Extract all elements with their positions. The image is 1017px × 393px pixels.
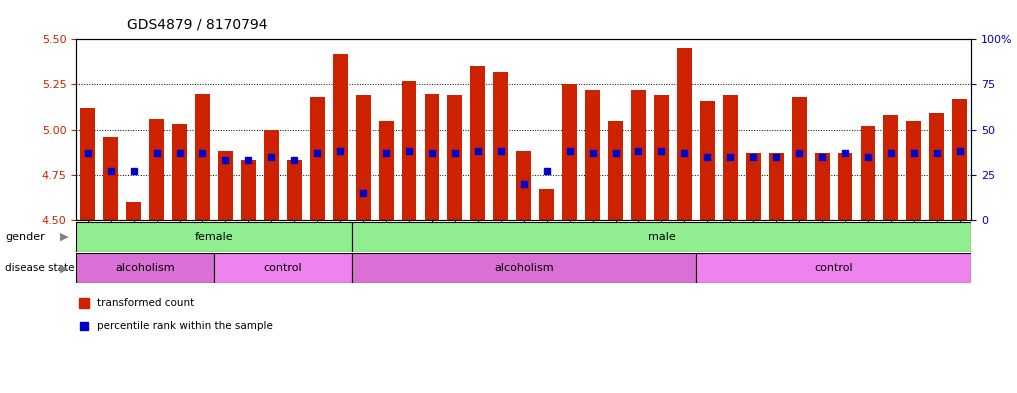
Bar bbox=[471, 66, 485, 220]
Bar bbox=[631, 90, 646, 220]
Bar bbox=[791, 97, 806, 220]
Text: female: female bbox=[194, 232, 233, 242]
Bar bbox=[218, 151, 233, 220]
Bar bbox=[517, 151, 531, 220]
Bar bbox=[608, 121, 623, 220]
Text: alcoholism: alcoholism bbox=[115, 263, 175, 273]
Bar bbox=[214, 253, 352, 283]
Bar bbox=[677, 48, 692, 220]
Text: disease state: disease state bbox=[5, 263, 74, 273]
Text: control: control bbox=[263, 263, 302, 273]
Bar bbox=[126, 202, 141, 220]
Bar bbox=[352, 222, 971, 252]
Bar bbox=[952, 99, 967, 220]
Bar bbox=[76, 222, 352, 252]
Bar bbox=[585, 90, 600, 220]
Text: male: male bbox=[648, 232, 675, 242]
Bar bbox=[723, 95, 737, 220]
Bar bbox=[906, 121, 921, 220]
Text: gender: gender bbox=[5, 232, 45, 242]
Text: ▶: ▶ bbox=[60, 263, 68, 273]
Text: ▶: ▶ bbox=[60, 232, 68, 242]
Bar bbox=[700, 101, 715, 220]
Bar bbox=[104, 137, 118, 220]
Bar bbox=[378, 121, 394, 220]
Bar bbox=[493, 72, 508, 220]
Bar bbox=[539, 189, 554, 220]
Text: control: control bbox=[815, 263, 853, 273]
Bar bbox=[149, 119, 164, 220]
Bar bbox=[195, 94, 210, 220]
Bar bbox=[402, 81, 417, 220]
Text: GDS4879 / 8170794: GDS4879 / 8170794 bbox=[127, 17, 267, 31]
Bar bbox=[769, 153, 784, 220]
Bar bbox=[838, 153, 852, 220]
Bar bbox=[745, 153, 761, 220]
Bar bbox=[76, 253, 214, 283]
Bar bbox=[815, 153, 830, 220]
Bar bbox=[356, 95, 370, 220]
Bar bbox=[80, 108, 96, 220]
Text: alcoholism: alcoholism bbox=[494, 263, 553, 273]
Bar bbox=[424, 94, 439, 220]
Bar bbox=[310, 97, 324, 220]
Text: percentile rank within the sample: percentile rank within the sample bbox=[97, 321, 273, 331]
Bar bbox=[860, 126, 876, 220]
Bar bbox=[352, 253, 696, 283]
Bar bbox=[930, 114, 944, 220]
Bar bbox=[654, 95, 669, 220]
Bar bbox=[333, 54, 348, 220]
Bar bbox=[241, 160, 256, 220]
Bar bbox=[263, 130, 279, 220]
Bar bbox=[884, 115, 898, 220]
Bar bbox=[447, 95, 463, 220]
Bar bbox=[287, 160, 302, 220]
Bar bbox=[562, 84, 577, 220]
Bar bbox=[172, 124, 187, 220]
Text: transformed count: transformed count bbox=[97, 298, 194, 308]
Bar bbox=[696, 253, 971, 283]
